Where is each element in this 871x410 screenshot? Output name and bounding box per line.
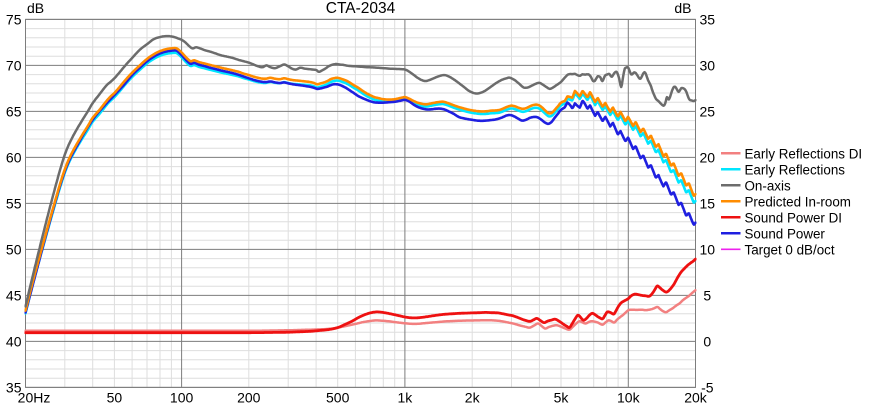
svg-text:10: 10 <box>700 241 716 257</box>
svg-text:CTA-2034: CTA-2034 <box>326 0 396 17</box>
svg-text:35: 35 <box>6 379 22 395</box>
svg-text:50: 50 <box>6 241 22 257</box>
svg-text:75: 75 <box>6 11 22 27</box>
svg-text:2k: 2k <box>465 390 481 406</box>
svg-text:45: 45 <box>6 287 22 303</box>
svg-text:On-axis: On-axis <box>745 178 791 193</box>
svg-text:Predicted In-room: Predicted In-room <box>745 194 851 209</box>
svg-text:Early Reflections DI: Early Reflections DI <box>745 146 863 161</box>
svg-text:55: 55 <box>6 195 22 211</box>
svg-text:25: 25 <box>700 103 716 119</box>
svg-text:50: 50 <box>107 390 123 406</box>
svg-text:20: 20 <box>700 149 716 165</box>
svg-text:-5: -5 <box>701 379 714 395</box>
svg-text:1k: 1k <box>398 390 414 406</box>
svg-text:30: 30 <box>700 57 716 73</box>
svg-text:15: 15 <box>700 195 716 211</box>
svg-text:35: 35 <box>700 11 716 27</box>
svg-text:Target 0 dB/oct: Target 0 dB/oct <box>745 242 835 257</box>
svg-text:10k: 10k <box>617 390 641 406</box>
svg-text:Early Reflections: Early Reflections <box>745 162 846 177</box>
svg-text:5: 5 <box>703 287 711 303</box>
svg-text:70: 70 <box>6 57 22 73</box>
svg-text:0: 0 <box>703 333 711 349</box>
svg-text:40: 40 <box>6 333 22 349</box>
svg-text:dB: dB <box>674 0 691 16</box>
svg-text:20Hz: 20Hz <box>18 390 51 406</box>
svg-text:5k: 5k <box>554 390 570 406</box>
svg-text:500: 500 <box>326 390 350 406</box>
svg-text:60: 60 <box>6 149 22 165</box>
svg-text:100: 100 <box>170 390 194 406</box>
svg-text:200: 200 <box>237 390 261 406</box>
svg-text:Sound Power: Sound Power <box>745 226 826 241</box>
svg-text:Sound Power DI: Sound Power DI <box>745 210 843 225</box>
svg-text:20k: 20k <box>684 390 708 406</box>
svg-text:dB: dB <box>27 0 44 16</box>
svg-text:65: 65 <box>6 103 22 119</box>
